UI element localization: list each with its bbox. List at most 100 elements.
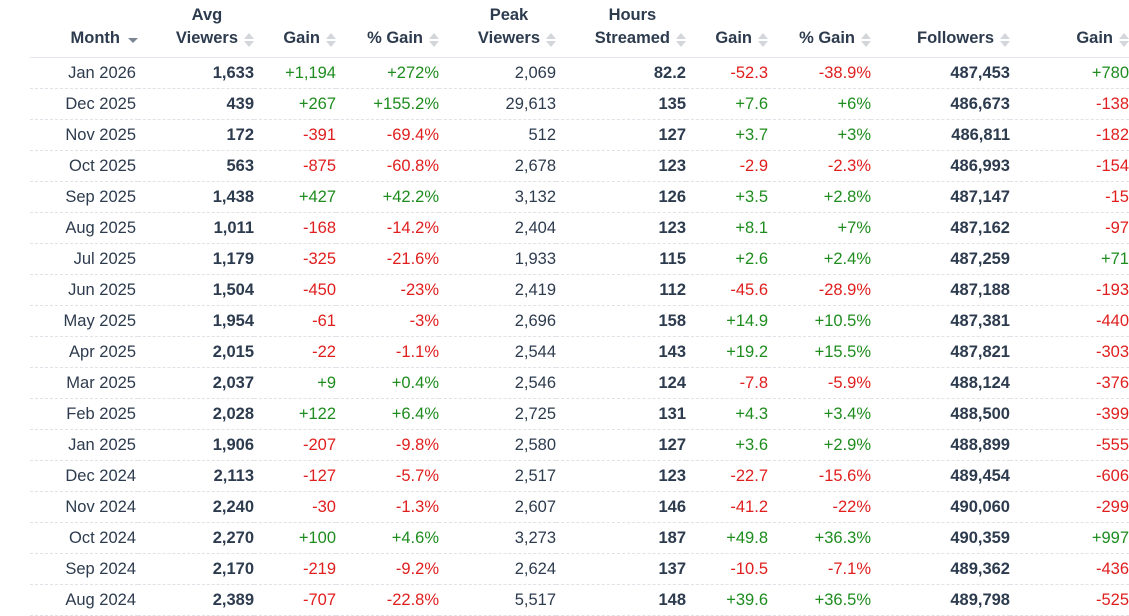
avg-viewers-cell: 2,170 [138, 553, 254, 585]
avg-viewers-cell: 1,504 [138, 274, 254, 306]
hours-pct-gain-cell: +2.4% [768, 243, 871, 275]
header-label-line2: Gain [1076, 29, 1113, 47]
avg-viewers-gain-cell: -450 [254, 274, 336, 306]
hours-streamed-cell: 127 [556, 429, 686, 461]
hours-gain-cell: +4.3 [686, 398, 768, 430]
sort-desc-icon[interactable] [128, 38, 138, 43]
avg-viewers-gain-cell: -127 [254, 460, 336, 492]
followers-cell: 487,821 [871, 336, 1010, 368]
followers-gain-cell: -138 [1010, 88, 1129, 120]
avg-viewers-cell: 1,438 [138, 181, 254, 213]
sort-icon[interactable] [676, 32, 686, 48]
column-header-followers[interactable]: Followers [871, 0, 1010, 58]
followers-cell: 486,673 [871, 88, 1010, 120]
followers-cell: 487,147 [871, 181, 1010, 213]
followers-gain-cell: -154 [1010, 150, 1129, 182]
monthly-stats-table: Month Avg Viewers Gain % Gain Peak Viewers Hour… [30, 0, 1129, 616]
hours-pct-gain-cell: +3% [768, 119, 871, 151]
peak-viewers-cell: 2,725 [439, 398, 556, 430]
table-body: Jan 2026 1,633 +1,194 +272% 2,069 82.2 -52.3 -3… [30, 57, 1129, 616]
peak-viewers-cell: 3,273 [439, 522, 556, 554]
sort-icon[interactable] [244, 32, 254, 48]
followers-cell: 489,362 [871, 553, 1010, 585]
column-header-month[interactable]: Month [30, 0, 138, 58]
avg-viewers-gain-cell: +122 [254, 398, 336, 430]
followers-gain-cell: -182 [1010, 119, 1129, 151]
avg-viewers-pct-gain-cell: -9.2% [336, 553, 439, 585]
avg-viewers-cell: 439 [138, 88, 254, 120]
avg-viewers-gain-cell: -325 [254, 243, 336, 275]
avg-viewers-cell: 2,240 [138, 491, 254, 523]
followers-gain-cell: +997 [1010, 522, 1129, 554]
header-label-line2: Streamed [594, 29, 670, 47]
sort-icon[interactable] [546, 32, 556, 48]
column-header-hours-gain[interactable]: Gain [686, 0, 768, 58]
sort-icon[interactable] [429, 32, 439, 48]
avg-viewers-pct-gain-cell: -60.8% [336, 150, 439, 182]
column-header-avg-viewers-gain[interactable]: Gain [254, 0, 336, 58]
avg-viewers-pct-gain-cell: -5.7% [336, 460, 439, 492]
peak-viewers-cell: 2,419 [439, 274, 556, 306]
hours-streamed-cell: 123 [556, 212, 686, 244]
month-cell: Sep 2025 [30, 181, 138, 213]
hours-pct-gain-cell: +2.9% [768, 429, 871, 461]
sort-icon[interactable] [1000, 32, 1010, 48]
followers-cell: 487,162 [871, 212, 1010, 244]
followers-gain-cell: -436 [1010, 553, 1129, 585]
hours-gain-cell: +49.8 [686, 522, 768, 554]
peak-viewers-cell: 2,546 [439, 367, 556, 399]
column-header-avg-viewers-pct-gain[interactable]: % Gain [336, 0, 439, 58]
sort-icon[interactable] [1119, 32, 1129, 48]
hours-streamed-cell: 146 [556, 491, 686, 523]
column-header-hours-streamed[interactable]: Hours Streamed [556, 0, 686, 58]
column-header-followers-gain[interactable]: Gain [1010, 0, 1129, 58]
column-header-hours-pct-gain[interactable]: % Gain [768, 0, 871, 58]
avg-viewers-gain-cell: -219 [254, 553, 336, 585]
month-cell: Mar 2025 [30, 367, 138, 399]
followers-gain-cell: +780 [1010, 57, 1129, 89]
followers-cell: 487,381 [871, 305, 1010, 337]
hours-pct-gain-cell: -7.1% [768, 553, 871, 585]
sort-icon[interactable] [758, 32, 768, 48]
header-label-line2: Followers [916, 29, 994, 47]
hours-streamed-cell: 158 [556, 305, 686, 337]
hours-streamed-cell: 137 [556, 553, 686, 585]
peak-viewers-cell: 2,624 [439, 553, 556, 585]
header-label-line2: Gain [283, 29, 320, 47]
stats-table-container: Month Avg Viewers Gain % Gain Peak Viewers Hour… [30, 0, 1129, 616]
followers-cell: 487,188 [871, 274, 1010, 306]
hours-streamed-cell: 143 [556, 336, 686, 368]
avg-viewers-pct-gain-cell: +272% [336, 57, 439, 89]
peak-viewers-cell: 2,404 [439, 212, 556, 244]
peak-viewers-cell: 2,517 [439, 460, 556, 492]
table-row: Sep 2024 2,170 -219 -9.2% 2,624 137 -10.5 -7.1%… [30, 553, 1129, 585]
hours-gain-cell: +3.5 [686, 181, 768, 213]
avg-viewers-cell: 2,113 [138, 460, 254, 492]
hours-pct-gain-cell: +15.5% [768, 336, 871, 368]
hours-gain-cell: -10.5 [686, 553, 768, 585]
followers-cell: 490,359 [871, 522, 1010, 554]
followers-gain-cell: -399 [1010, 398, 1129, 430]
hours-streamed-cell: 82.2 [556, 57, 686, 89]
table-row: Jan 2025 1,906 -207 -9.8% 2,580 127 +3.6 +2.9% 4… [30, 429, 1129, 461]
followers-gain-cell: -303 [1010, 336, 1129, 368]
avg-viewers-pct-gain-cell: -21.6% [336, 243, 439, 275]
hours-gain-cell: +14.9 [686, 305, 768, 337]
column-header-avg-viewers[interactable]: Avg Viewers [138, 0, 254, 58]
peak-viewers-cell: 29,613 [439, 88, 556, 120]
avg-viewers-gain-cell: -875 [254, 150, 336, 182]
followers-cell: 488,500 [871, 398, 1010, 430]
table-row: Dec 2024 2,113 -127 -5.7% 2,517 123 -22.7 -15.6… [30, 460, 1129, 492]
sort-icon[interactable] [326, 32, 336, 48]
column-header-peak-viewers[interactable]: Peak Viewers [439, 0, 556, 58]
month-cell: Sep 2024 [30, 553, 138, 585]
hours-streamed-cell: 112 [556, 274, 686, 306]
hours-gain-cell: +3.7 [686, 119, 768, 151]
avg-viewers-cell: 1,633 [138, 57, 254, 89]
sort-icon[interactable] [861, 32, 871, 48]
table-row: Oct 2024 2,270 +100 +4.6% 3,273 187 +49.8 +36.3… [30, 522, 1129, 554]
peak-viewers-cell: 2,544 [439, 336, 556, 368]
avg-viewers-pct-gain-cell: +6.4% [336, 398, 439, 430]
avg-viewers-pct-gain-cell: -1.1% [336, 336, 439, 368]
month-cell: Feb 2025 [30, 398, 138, 430]
